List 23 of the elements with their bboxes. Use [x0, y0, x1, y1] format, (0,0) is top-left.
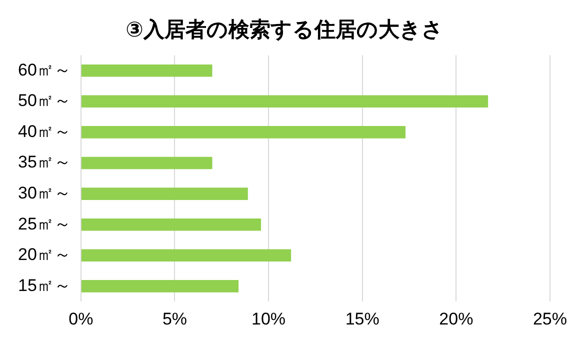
bar	[81, 64, 212, 77]
y-tick-label: 20㎡～	[18, 245, 71, 264]
bar	[81, 188, 248, 200]
bar	[81, 156, 212, 170]
x-tick-label: 5%	[162, 309, 188, 328]
y-tick-label: 40㎡～	[18, 122, 71, 141]
bar	[81, 218, 262, 231]
bar	[81, 95, 488, 108]
bar	[81, 280, 239, 292]
y-tick-label: 15㎡～	[18, 276, 71, 295]
x-tick-label: 0%	[68, 309, 94, 328]
bar	[81, 249, 292, 262]
y-tick-label: 50㎡～	[18, 91, 71, 110]
x-tick-label: 15%	[345, 309, 380, 328]
y-tick-label: 60㎡～	[18, 60, 71, 80]
x-tick-label: 20%	[439, 309, 474, 328]
chart-title: ③入居者の検索する住居の大きさ	[126, 18, 444, 42]
x-tick-label: 25%	[532, 309, 568, 328]
x-tick-label: 10%	[252, 309, 286, 328]
bar	[81, 126, 406, 138]
y-tick-label: 35㎡～	[18, 152, 71, 172]
y-tick-label: 30㎡～	[18, 183, 71, 202]
y-tick-label: 25㎡～	[18, 214, 71, 234]
